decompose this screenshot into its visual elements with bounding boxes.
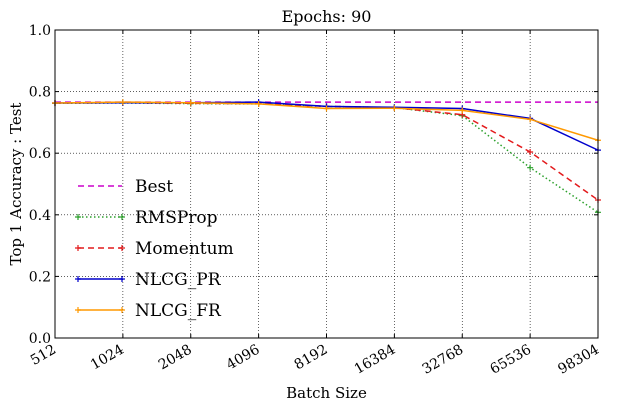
- x-tick-label: 2048: [156, 342, 195, 374]
- x-tick-label: 98304: [555, 342, 602, 378]
- legend-label: Momentum: [135, 239, 234, 259]
- legend-item: NLCG_PR: [75, 270, 222, 290]
- data-point: [255, 100, 262, 107]
- legend-marker: [75, 307, 81, 313]
- legend-item: Momentum: [75, 239, 234, 259]
- y-tick-label: 1.0: [29, 23, 51, 39]
- y-tick-label: 0.6: [29, 146, 51, 162]
- legend-marker: [75, 214, 81, 220]
- legend-label: RMSProp: [135, 208, 218, 228]
- legend-marker: [119, 307, 125, 313]
- series-nlcg-fr: [52, 99, 601, 144]
- data-point: [119, 99, 126, 106]
- legend: Best RMSProp Momentum NLCG_PR NLCG_FR: [75, 177, 234, 321]
- data-point: [459, 107, 466, 114]
- legend-label: Best: [135, 177, 173, 197]
- y-axis-label: Top 1 Accuracy : Test: [7, 103, 25, 266]
- legend-marker: [75, 276, 81, 282]
- legend-marker: [119, 276, 125, 282]
- data-point: [187, 99, 194, 106]
- y-tick-label: 0.2: [29, 269, 51, 285]
- legend-marker: [119, 245, 125, 251]
- legend-item: RMSProp: [75, 208, 218, 228]
- x-tick-label: 65536: [488, 342, 535, 378]
- x-tick-label: 8192: [292, 342, 331, 374]
- data-point: [527, 148, 534, 155]
- y-tick-label: 0.8: [29, 85, 51, 101]
- x-tick-label: 32768: [420, 342, 467, 378]
- legend-marker: [75, 245, 81, 251]
- x-tick-label: 4096: [224, 342, 263, 374]
- x-tick-label: 1024: [88, 342, 127, 374]
- grid: [55, 30, 598, 338]
- legend-marker: [119, 214, 125, 220]
- legend-label: NLCG_PR: [135, 270, 222, 290]
- y-tick-label: 0.0: [29, 331, 51, 347]
- data-point: [527, 116, 534, 123]
- y-tick-label: 0.4: [29, 208, 51, 224]
- series-line: [54, 102, 599, 213]
- data-point: [391, 105, 398, 112]
- x-axis-label: Batch Size: [286, 384, 367, 402]
- chart-title: Epochs: 90: [282, 7, 372, 26]
- data-point: [527, 164, 534, 171]
- data-point: [323, 105, 330, 112]
- legend-item: NLCG_FR: [75, 301, 222, 321]
- series-lines: [52, 99, 601, 216]
- legend-item: Best: [78, 177, 173, 197]
- x-tick-label: 16384: [352, 342, 399, 378]
- legend-label: NLCG_FR: [135, 301, 222, 321]
